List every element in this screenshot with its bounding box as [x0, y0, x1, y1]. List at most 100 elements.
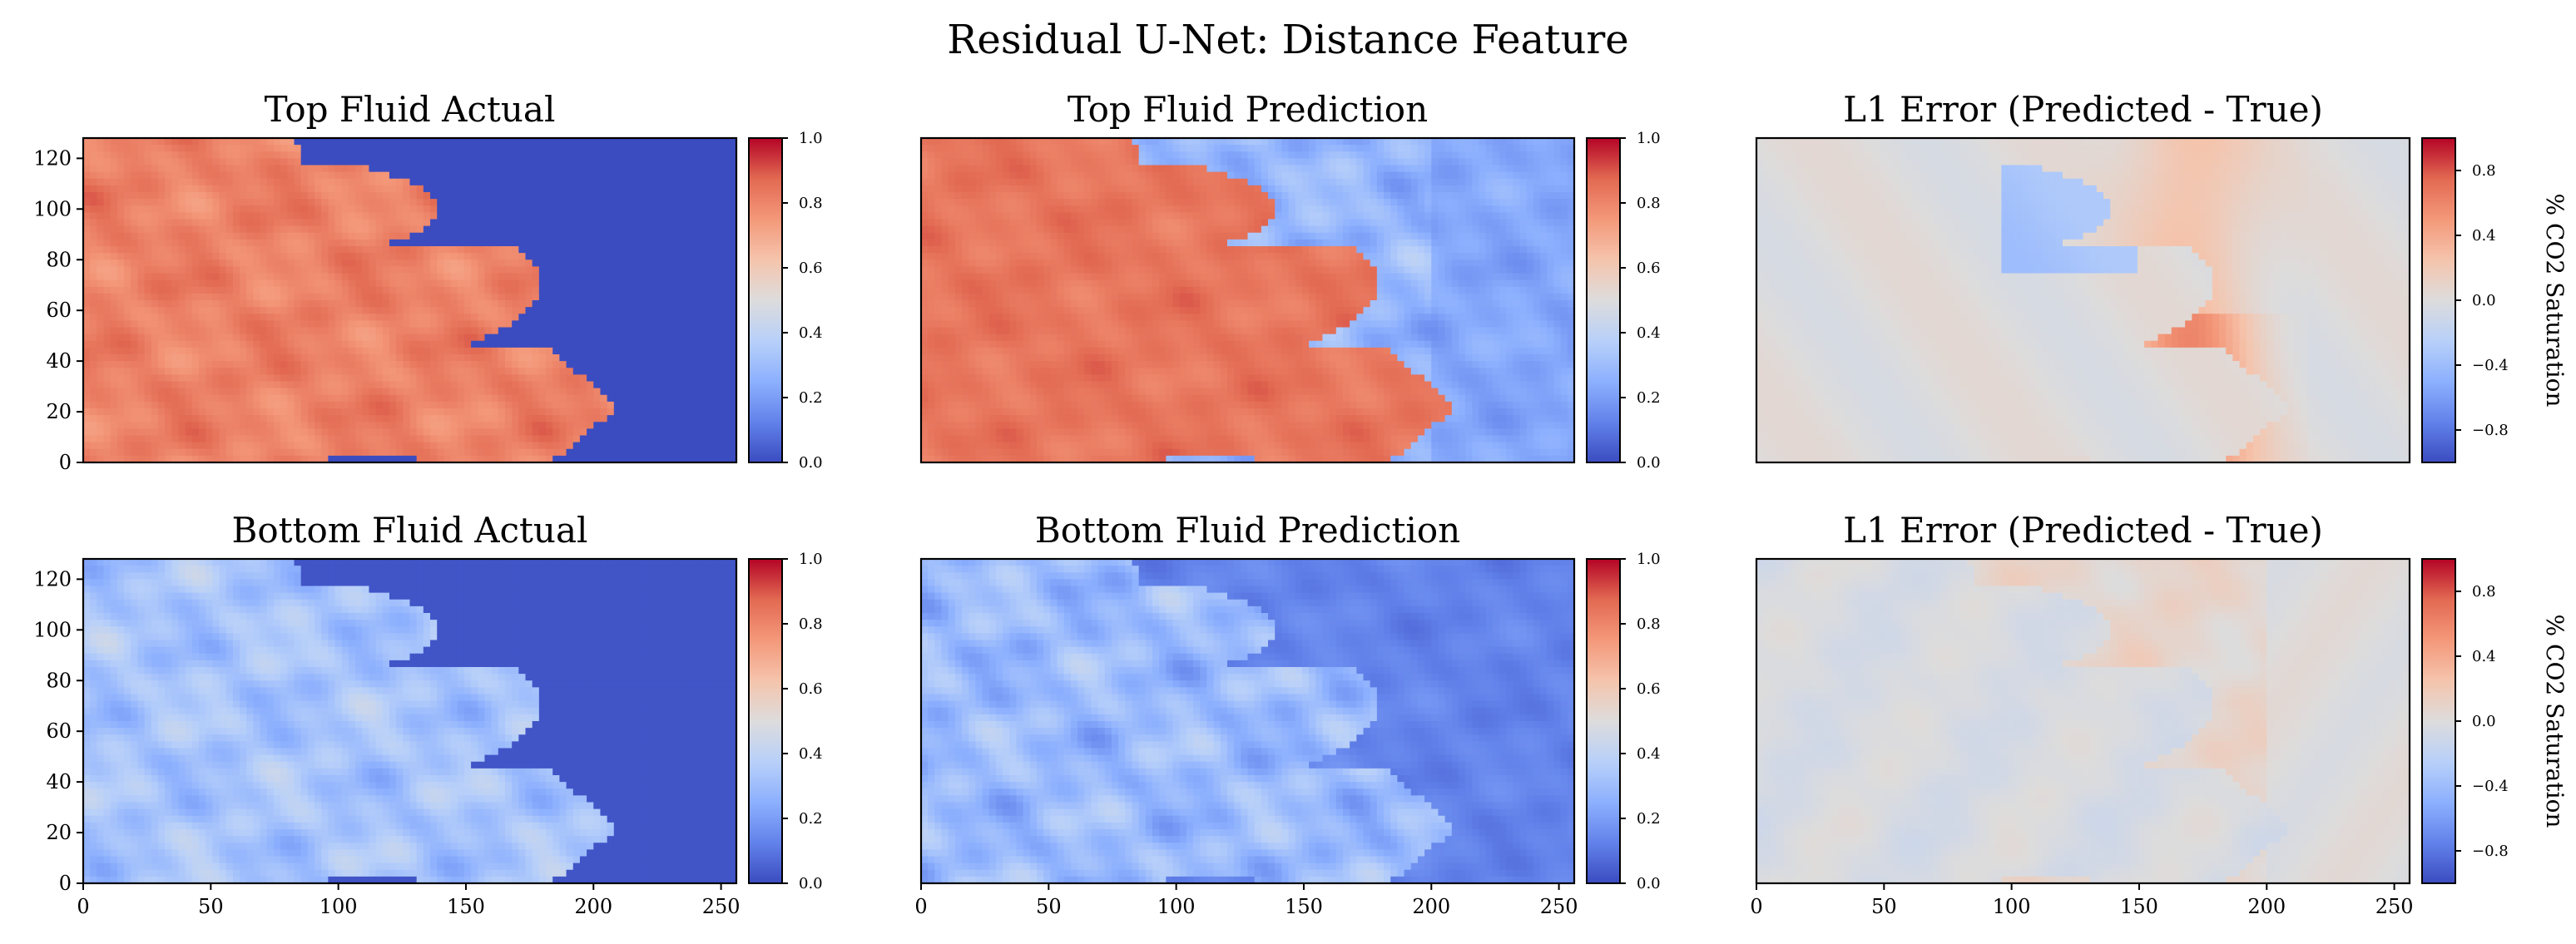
panel-title: Top Fluid Actual [265, 89, 556, 130]
x-tick-label: 100 [1157, 895, 1196, 918]
colorbar-tick-label: −0.8 [2472, 422, 2509, 439]
colorbar-tick-label: 0.4 [1637, 324, 1661, 342]
y-tick-label: 60 [46, 719, 72, 743]
colorbar-tick-label: −0.4 [2472, 778, 2509, 795]
y-tick-label: 100 [33, 618, 72, 641]
panel-6: L1 Error (Predicted - True) 0 50 100 150 200 2… [1750, 510, 2569, 918]
x-tick-label: 50 [1036, 895, 1062, 918]
panel-2: Top Fluid Prediction 0.0 0.2 0.4 0.6 0.8 1.0 [919, 89, 1661, 472]
colorbar-tick-label: −0.4 [2472, 357, 2509, 374]
x-tick-label: 100 [1993, 895, 2031, 918]
x-tick-label: 250 [1540, 895, 1578, 918]
colorbar-tick-label: 1.0 [799, 130, 823, 147]
heatmap-top_actual [83, 138, 736, 462]
panel-title: L1 Error (Predicted - True) [1843, 89, 2323, 130]
x-tick-label: 200 [1412, 895, 1450, 918]
colorbar-tick-label: 0.6 [799, 680, 823, 698]
axes-frame [1755, 557, 2411, 885]
colorbar-tick-label: −0.8 [2472, 843, 2509, 860]
colorbar-tick-label: 0.8 [2472, 583, 2496, 601]
colorbar-tick-label: 0.4 [799, 324, 823, 342]
colorbar-tick-label: 0.0 [799, 454, 823, 472]
x-tick-label: 0 [1750, 895, 1762, 918]
colorbar-label: % CO2 Saturation [2541, 615, 2569, 828]
y-tick-label: 20 [46, 821, 72, 844]
colorbar [1586, 558, 1621, 884]
figure-title: Residual U-Net: Distance Feature [947, 17, 1628, 63]
y-tick-label: 0 [59, 451, 72, 474]
x-tick-label: 150 [1285, 895, 1323, 918]
colorbar-tick-label: 0.4 [2472, 648, 2496, 665]
colorbar-tick-label: 0.8 [799, 615, 823, 633]
x-tick-label: 200 [574, 895, 612, 918]
x-tick-label: 200 [2247, 895, 2286, 918]
x-tick-label: 0 [77, 895, 89, 918]
heatmap-bot_actual [83, 559, 736, 883]
colorbar-tick-label: 0.2 [1637, 389, 1661, 407]
y-tick-label: 120 [33, 146, 72, 170]
axes-frame [919, 557, 1576, 885]
x-tick-label: 0 [914, 895, 927, 918]
x-tick-label: 100 [320, 895, 358, 918]
y-tick-label: 80 [46, 669, 72, 692]
colorbar-tick-label: 0.6 [1637, 680, 1661, 698]
colorbar-tick-label: 0.2 [1637, 810, 1661, 828]
axes-frame [919, 136, 1576, 464]
axes-frame [1755, 136, 2411, 464]
panel-4: Bottom Fluid Actual 0 20 40 60 80 100 120 0 50 100… [33, 510, 822, 918]
axes-frame [82, 557, 738, 885]
colorbar-tick-label: 1.0 [799, 551, 823, 568]
x-tick-label: 50 [198, 895, 224, 918]
colorbar [748, 558, 783, 884]
colorbar-tick-label: 0.6 [799, 259, 823, 277]
panel-3: L1 Error (Predicted - True) −0.8 −0.4 0.0 0.… [1755, 89, 2569, 464]
colorbar [2421, 137, 2456, 463]
colorbar-tick-label: 0.4 [2472, 227, 2496, 245]
y-tick-label: 100 [33, 197, 72, 220]
colorbar-tick-label: 0.4 [1637, 745, 1661, 763]
colorbar-tick-label: 0.0 [2472, 713, 2496, 730]
y-tick-label: 120 [33, 567, 72, 591]
colorbar-label: % CO2 Saturation [2541, 194, 2569, 408]
colorbar-tick-label: 0.0 [1637, 875, 1661, 892]
panel-1: Top Fluid Actual 0 20 40 60 80 100 120 0.0 0.2 0.4… [33, 89, 822, 474]
x-tick-label: 50 [1871, 895, 1897, 918]
colorbar-tick-label: 0.4 [799, 745, 823, 763]
colorbar-tick-label: 0.6 [1637, 259, 1661, 277]
colorbar-tick-label: 1.0 [1637, 130, 1661, 147]
colorbar-tick-label: 0.8 [2472, 162, 2496, 180]
colorbar [2421, 558, 2456, 884]
y-tick-label: 0 [59, 872, 72, 895]
y-tick-label: 60 [46, 299, 72, 322]
panel-title: L1 Error (Predicted - True) [1843, 510, 2323, 551]
x-tick-label: 150 [447, 895, 485, 918]
y-tick-label: 40 [46, 770, 72, 793]
colorbar-tick-label: 0.8 [1637, 195, 1661, 212]
heatmap-top_err [1756, 138, 2410, 462]
y-tick-label: 40 [46, 349, 72, 373]
heatmap-top_pred [921, 138, 1574, 462]
colorbar-tick-label: 0.2 [799, 389, 823, 407]
axes-frame [82, 136, 738, 464]
panel-title: Bottom Fluid Actual [232, 510, 588, 551]
colorbar-tick-label: 0.2 [799, 810, 823, 828]
x-tick-label: 250 [2375, 895, 2414, 918]
colorbar-tick-label: 0.0 [2472, 292, 2496, 309]
x-tick-label: 250 [702, 895, 741, 918]
colorbar-tick-label: 0.0 [799, 875, 823, 892]
y-tick-label: 80 [46, 248, 72, 271]
y-tick-label: 20 [46, 400, 72, 423]
colorbar-tick-label: 0.0 [1637, 454, 1661, 472]
x-tick-label: 150 [2120, 895, 2158, 918]
colorbar-tick-label: 0.8 [1637, 615, 1661, 633]
colorbar-tick-label: 0.8 [799, 195, 823, 212]
colorbar [1586, 137, 1621, 463]
colorbar-tick-label: 1.0 [1637, 551, 1661, 568]
panel-title: Bottom Fluid Prediction [1035, 510, 1460, 551]
panel-title: Top Fluid Prediction [1068, 89, 1428, 130]
colorbar [748, 137, 783, 463]
panel-5: Bottom Fluid Prediction 0 50 100 150 200 250 0.… [914, 510, 1660, 918]
heatmap-bot_pred [921, 559, 1574, 883]
heatmap-bot_err [1756, 559, 2410, 883]
